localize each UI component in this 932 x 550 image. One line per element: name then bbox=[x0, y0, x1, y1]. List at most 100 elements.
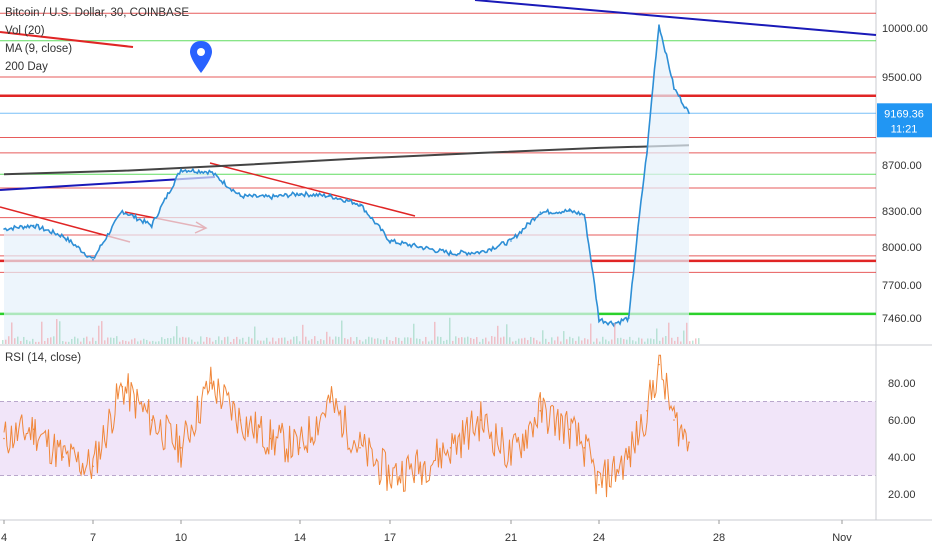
volume-bar bbox=[470, 337, 472, 344]
price-tick-label: 8300.00 bbox=[882, 206, 922, 218]
volume-bar bbox=[329, 336, 331, 344]
price-badge-countdown: 11:21 bbox=[891, 123, 918, 135]
rsi-point bbox=[121, 385, 124, 388]
volume-bar bbox=[293, 336, 295, 344]
volume-bar bbox=[683, 330, 685, 344]
map-marker-icon[interactable] bbox=[190, 41, 212, 73]
volume-bar bbox=[437, 336, 439, 344]
volume-bar bbox=[101, 321, 103, 344]
volume-bar bbox=[605, 339, 607, 344]
red-trendline-1[interactable] bbox=[0, 31, 134, 48]
time-tick-label: 17 bbox=[384, 532, 396, 544]
volume-bar bbox=[422, 341, 424, 344]
volume-bar bbox=[662, 337, 664, 344]
volume-bar bbox=[563, 331, 565, 344]
rsi-point bbox=[598, 484, 600, 486]
volume-bar bbox=[668, 322, 670, 344]
price-tick-label: 7700.00 bbox=[882, 280, 922, 292]
volume-bar bbox=[290, 339, 292, 344]
rsi-point bbox=[658, 363, 660, 366]
volume-bar bbox=[410, 337, 412, 344]
volume-bar bbox=[539, 341, 541, 344]
volume-bar bbox=[251, 338, 253, 344]
volume-bar bbox=[623, 339, 625, 344]
volume-bar bbox=[305, 336, 307, 344]
volume-bar bbox=[374, 338, 376, 344]
volume-bar bbox=[560, 341, 562, 344]
volume-bar bbox=[185, 337, 187, 344]
rsi-tick-label: 80.00 bbox=[888, 378, 916, 390]
time-tick-label: 7 bbox=[90, 532, 96, 544]
ma-legend[interactable]: MA (9, close) bbox=[5, 43, 73, 55]
volume-bar bbox=[692, 340, 694, 344]
volume-bar bbox=[83, 337, 85, 344]
price-point bbox=[539, 211, 542, 213]
rsi-legend[interactable]: RSI (14, close) bbox=[5, 352, 82, 364]
volume-bar bbox=[533, 337, 535, 344]
red-trendline-3[interactable] bbox=[209, 162, 416, 217]
rsi-line[interactable] bbox=[3, 354, 690, 498]
volume-legend[interactable]: Vol (20) bbox=[5, 25, 45, 37]
ma200-line[interactable] bbox=[3, 144, 690, 176]
rsi-point bbox=[583, 447, 586, 449]
volume-bar bbox=[161, 337, 163, 344]
volume-bar bbox=[635, 341, 637, 344]
volume-bar bbox=[38, 341, 40, 344]
volume-bar bbox=[308, 340, 310, 344]
volume-bar bbox=[197, 341, 199, 344]
rsi-point bbox=[673, 419, 675, 421]
blue-trendline-top[interactable] bbox=[474, 0, 877, 36]
volume-bar bbox=[80, 341, 82, 344]
price-badge bbox=[877, 103, 932, 138]
price-point bbox=[121, 210, 124, 212]
volume-bar bbox=[659, 340, 661, 344]
volume-bar bbox=[497, 325, 499, 344]
rsi-point bbox=[210, 382, 212, 384]
volume-bar bbox=[416, 338, 418, 344]
volume-bar bbox=[5, 339, 7, 344]
volume-bar bbox=[362, 341, 364, 344]
volume-bar bbox=[386, 336, 388, 344]
volume-bar bbox=[167, 338, 169, 344]
price-point bbox=[583, 213, 586, 216]
volume-bar bbox=[395, 337, 397, 344]
volume-bar bbox=[95, 340, 97, 344]
volume-bar bbox=[176, 326, 178, 344]
volume-bar bbox=[449, 317, 451, 344]
rsi-point bbox=[329, 400, 331, 403]
volume-bar bbox=[317, 340, 319, 344]
volume-bar bbox=[44, 340, 46, 344]
volume-bar bbox=[575, 340, 577, 344]
rsi-point bbox=[32, 428, 35, 431]
volume-bar bbox=[542, 330, 544, 344]
volume-bar bbox=[164, 338, 166, 344]
volume-bar bbox=[260, 340, 262, 344]
price-point bbox=[329, 195, 331, 197]
volume-bar bbox=[254, 326, 256, 344]
volume-bar bbox=[284, 337, 286, 344]
volume-bar bbox=[275, 341, 277, 344]
volume-bar bbox=[335, 336, 337, 344]
volume-bar bbox=[149, 341, 151, 344]
volume-bar bbox=[473, 338, 475, 344]
volume-bar bbox=[278, 338, 280, 344]
volume-bar bbox=[461, 337, 463, 344]
rsi-point bbox=[299, 447, 301, 449]
volume-bar bbox=[239, 339, 241, 344]
volume-bar bbox=[338, 336, 340, 344]
volume-bar bbox=[29, 341, 31, 344]
price-point bbox=[210, 171, 212, 173]
volume-bar bbox=[365, 339, 367, 344]
volume-bar bbox=[77, 338, 79, 344]
rsi-point bbox=[180, 447, 182, 449]
ma200-legend[interactable]: 200 Day bbox=[5, 61, 48, 73]
volume-bar bbox=[302, 324, 304, 344]
price-line[interactable] bbox=[3, 25, 690, 328]
volume-bar bbox=[419, 338, 421, 344]
volume-bar bbox=[32, 338, 34, 344]
volume-bar bbox=[518, 338, 520, 344]
volume-bar bbox=[467, 336, 469, 344]
volume-bar bbox=[380, 339, 382, 344]
volume-bar bbox=[215, 340, 217, 344]
